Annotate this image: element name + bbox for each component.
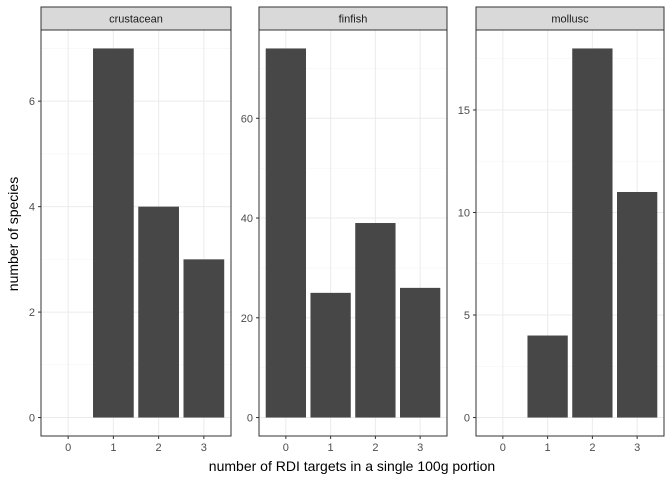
facet-strip-label: finfish	[339, 14, 368, 26]
x-tick-label: 3	[634, 442, 640, 454]
facet-strip	[40, 6, 232, 31]
y-tick-label: 20	[241, 313, 253, 325]
bar-crustacean-3	[183, 259, 225, 418]
facet-strip-label: crustacean	[109, 14, 163, 26]
x-tick-label: 2	[372, 442, 378, 454]
bar-mollusc-2	[572, 48, 613, 418]
y-tick-label: 5	[464, 310, 470, 322]
x-tick-label: 0	[283, 442, 289, 454]
facet-strip	[258, 6, 448, 31]
y-tick-label: 0	[247, 413, 253, 425]
facet-panel-finfish: finfish 0 20 40 60 0 1 2 3	[241, 6, 448, 454]
facet-strip	[475, 6, 665, 31]
x-tick-label: 1	[328, 442, 334, 454]
y-tick-label: 0	[29, 413, 35, 425]
x-tick-label: 0	[500, 442, 506, 454]
x-tick-label: 1	[545, 442, 551, 454]
bar-finfish-0	[265, 48, 306, 418]
x-axis-title: number of RDI targets in a single 100g p…	[209, 458, 495, 474]
bar-finfish-3	[400, 287, 441, 418]
facet-panel-crustacean: crustacean 0 2 4 6 0 1 2 3	[29, 6, 232, 454]
x-tick-label: 3	[201, 442, 207, 454]
x-tick-label: 0	[65, 442, 71, 454]
y-tick-label: 2	[29, 307, 35, 319]
facet-panel-mollusc: mollusc 0 5 10 15 0 1 2 3	[458, 6, 665, 454]
x-tick-label: 2	[589, 442, 595, 454]
y-tick-label: 15	[458, 105, 470, 117]
bar-finfish-1	[310, 292, 351, 418]
x-tick-label: 1	[110, 442, 116, 454]
bar-crustacean-1	[93, 48, 134, 418]
bar-mollusc-1	[527, 335, 568, 418]
bar-crustacean-2	[138, 206, 179, 418]
y-tick-label: 40	[241, 213, 253, 225]
bar-finfish-2	[355, 223, 396, 418]
facet-strip-label: mollusc	[551, 14, 589, 26]
y-tick-label: 6	[29, 96, 35, 108]
x-tick-label: 3	[417, 442, 423, 454]
y-tick-label: 4	[29, 202, 35, 214]
bar-mollusc-3	[617, 191, 658, 418]
y-tick-label: 10	[458, 207, 470, 219]
y-tick-label: 0	[464, 413, 470, 425]
y-tick-label: 60	[241, 113, 253, 125]
x-tick-label: 2	[156, 442, 162, 454]
y-axis-title: number of species	[5, 177, 21, 291]
